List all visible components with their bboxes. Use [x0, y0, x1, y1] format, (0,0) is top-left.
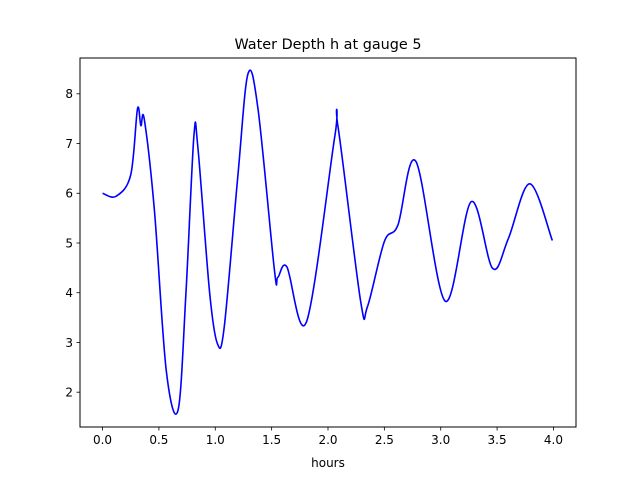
y-tick-label: 5 [65, 236, 73, 250]
series-group [102, 69, 554, 415]
y-tick-label: 2 [65, 385, 73, 399]
x-tick-label: 1.0 [206, 433, 225, 447]
series-line-h [102, 69, 554, 415]
axes-frame [79, 57, 577, 428]
x-tick-label: 3.5 [488, 433, 507, 447]
x-tick-label: 3.0 [431, 433, 450, 447]
y-tick-label: 7 [65, 137, 73, 151]
x-axis-label: hours [311, 456, 345, 470]
x-tick-label: 1.5 [262, 433, 281, 447]
y-tick-label: 8 [65, 87, 73, 101]
y-tick-label: 6 [65, 187, 73, 201]
x-axis: 0.0 0.5 1.0 1.5 2.0 2.5 3.0 3.5 4.0 [93, 427, 563, 447]
y-tick-label: 3 [65, 336, 73, 350]
x-tick-label: 4.0 [544, 433, 563, 447]
x-tick-label: 0.5 [149, 433, 168, 447]
y-axis: 2 3 4 5 6 7 8 [65, 87, 80, 399]
chart-title: Water Depth h at gauge 5 [234, 37, 421, 53]
x-tick-label: 2.0 [318, 433, 337, 447]
y-tick-label: 4 [65, 286, 73, 300]
x-tick-label: 2.5 [375, 433, 394, 447]
x-tick-label: 0.0 [93, 433, 112, 447]
